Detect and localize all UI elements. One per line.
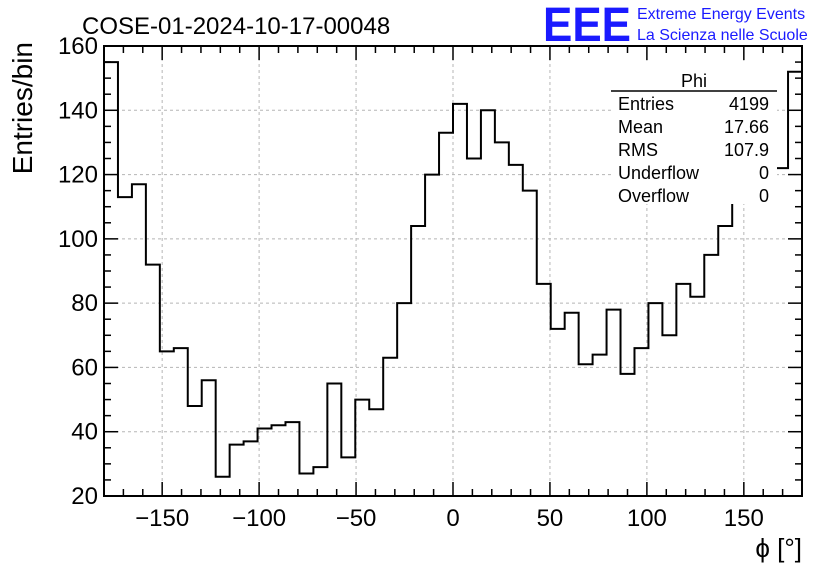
stats-label: Entries	[618, 94, 674, 114]
x-tick-label: −50	[336, 505, 377, 532]
eee-logo-mark: EEE	[543, 0, 631, 52]
stats-value: 17.66	[724, 117, 769, 137]
y-tick-label: 120	[58, 162, 98, 189]
stats-label: RMS	[618, 140, 658, 160]
x-tick-label: −100	[232, 505, 286, 532]
y-tick-label: 140	[58, 97, 98, 124]
x-tick-label: 0	[446, 505, 459, 532]
x-tick-label: 100	[627, 505, 667, 532]
plot-frame	[103, 45, 803, 497]
stats-value: 4199	[729, 94, 769, 114]
y-tick-label: 60	[71, 354, 98, 381]
stats-box: Phi Entries 4199 Mean 17.66 RMS 107.9 Underflo…	[611, 64, 777, 206]
eee-logo: EEE Extreme Energy Events La Scienza nel…	[543, 0, 808, 52]
histogram-line	[103, 61, 803, 496]
chart-title: COSE-01-2024-10-17-00048	[82, 13, 390, 40]
y-tick-label: 100	[58, 226, 98, 253]
x-tick-label: 150	[724, 505, 764, 532]
y-tick-label: 80	[71, 290, 98, 317]
stats-value: 107.9	[724, 140, 769, 160]
stats-value: 0	[759, 163, 769, 183]
y-axis-label: Entries/bin	[7, 42, 38, 174]
x-axis-label: ϕ [°]	[755, 533, 802, 563]
y-tick-label: 160	[58, 33, 98, 60]
eee-logo-line2: La Scienza nelle Scuole	[637, 27, 808, 44]
stats-label: Mean	[618, 117, 663, 137]
y-tick-label: 20	[71, 483, 98, 510]
stats-value: 0	[759, 186, 769, 206]
x-tick-label: 50	[537, 505, 564, 532]
stats-label: Underflow	[618, 163, 700, 183]
tick-labels: −150 −100 −50 0 50 100 150 20 40 60 80 100 120 140 160	[58, 33, 764, 532]
eee-logo-line1: Extreme Energy Events	[637, 6, 805, 23]
stats-box-title: Phi	[681, 71, 707, 91]
stats-label: Overflow	[618, 186, 690, 206]
y-tick-label: 40	[71, 419, 98, 446]
x-tick-label: −150	[135, 505, 189, 532]
